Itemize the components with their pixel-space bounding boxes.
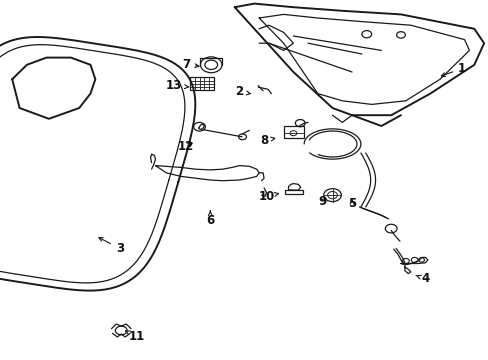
Text: 2: 2 [235,85,250,98]
Bar [285,190,302,194]
Text: 3: 3 [99,238,123,255]
Text: 6: 6 [206,211,214,227]
Text: 10: 10 [258,190,278,203]
Text: 5: 5 [347,197,355,210]
Text: 12: 12 [177,140,194,153]
Text: 1: 1 [441,62,465,76]
Text: 8: 8 [260,134,274,147]
Text: 13: 13 [165,79,188,92]
Text: 7: 7 [182,58,199,71]
Bar [189,77,214,90]
Text: 4: 4 [415,273,428,285]
Text: 11: 11 [125,330,145,343]
Text: 9: 9 [318,195,326,208]
Bar [283,126,304,138]
